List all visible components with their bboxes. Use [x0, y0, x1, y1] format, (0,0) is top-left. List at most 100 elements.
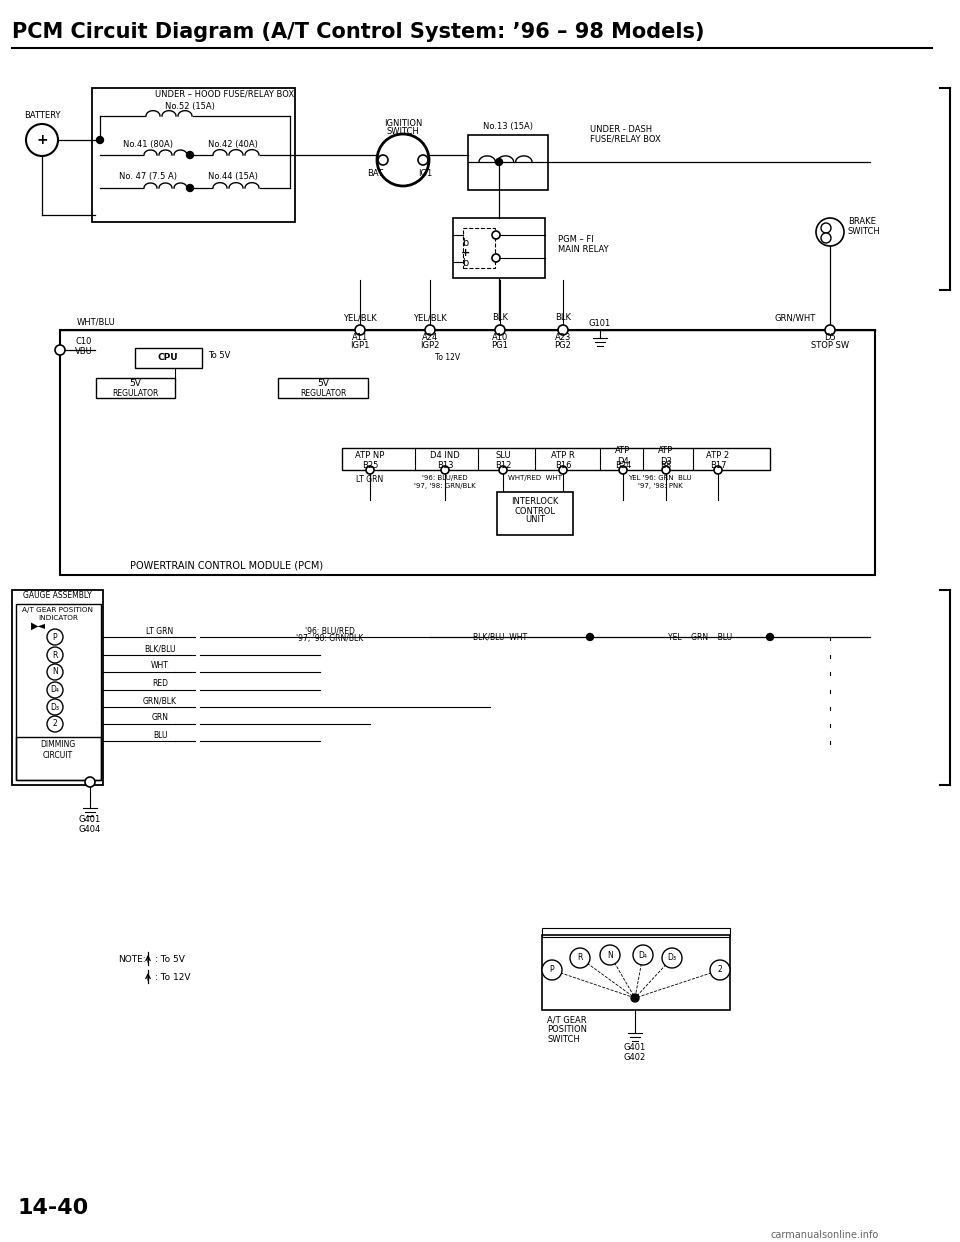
Text: To 12V: To 12V [435, 354, 460, 363]
Circle shape [366, 466, 374, 474]
Text: UNIT: UNIT [525, 515, 545, 524]
Bar [453, 219, 545, 278]
Text: YEL/BLK: YEL/BLK [343, 313, 377, 323]
Text: N: N [607, 950, 612, 960]
Text: IGP2: IGP2 [420, 342, 440, 350]
Circle shape [766, 633, 774, 641]
Bar [60, 330, 875, 575]
Text: BATTERY: BATTERY [24, 112, 60, 120]
Text: '97, '98: GRN/BLK: '97, '98: GRN/BLK [297, 635, 364, 643]
Text: NOTE:: NOTE: [118, 955, 146, 965]
Circle shape [85, 777, 95, 787]
Bar [92, 88, 295, 222]
Text: SWITCH: SWITCH [547, 1036, 580, 1045]
Text: No.41 (80A): No.41 (80A) [123, 140, 173, 149]
Text: 2: 2 [718, 965, 722, 975]
Text: DIMMING
CIRCUIT: DIMMING CIRCUIT [40, 740, 76, 760]
Bar [278, 378, 368, 397]
Text: B17: B17 [709, 462, 727, 471]
Text: +: + [461, 248, 469, 258]
Circle shape [816, 219, 844, 246]
Circle shape [378, 155, 388, 165]
Circle shape [495, 325, 505, 335]
Text: VBU: VBU [75, 348, 93, 356]
Text: BLK: BLK [492, 313, 508, 323]
Bar [16, 737, 101, 780]
Circle shape [619, 466, 627, 474]
Text: ATP
D3: ATP D3 [659, 446, 674, 466]
Circle shape [714, 466, 722, 474]
Text: GRN/WHT: GRN/WHT [775, 313, 816, 323]
Text: G401: G401 [79, 816, 101, 825]
Text: 5V: 5V [317, 380, 329, 389]
Text: SLU: SLU [495, 452, 511, 461]
Text: ATP R: ATP R [551, 452, 575, 461]
Text: IG1: IG1 [418, 169, 432, 179]
Circle shape [47, 664, 63, 681]
Circle shape [492, 231, 500, 238]
Text: No. 47 (7.5 A): No. 47 (7.5 A) [119, 173, 177, 181]
Text: D4 IND: D4 IND [430, 452, 460, 461]
Bar [96, 378, 175, 397]
Text: BRAKE: BRAKE [848, 217, 876, 226]
Text: A10: A10 [492, 334, 508, 343]
Text: +: + [36, 133, 48, 147]
Circle shape [570, 948, 590, 968]
Text: D₃: D₃ [667, 954, 677, 963]
Text: B16: B16 [555, 462, 571, 471]
Circle shape [631, 994, 639, 1002]
Text: D5: D5 [824, 334, 836, 343]
Text: STOP SW: STOP SW [811, 342, 849, 350]
Circle shape [186, 152, 194, 159]
Text: D₃: D₃ [51, 703, 60, 712]
Text: G101: G101 [588, 318, 612, 328]
Text: YEL/BLK: YEL/BLK [413, 313, 446, 323]
Text: b: b [462, 238, 468, 248]
Text: BLK/BLU: BLK/BLU [144, 645, 176, 653]
Bar [542, 928, 730, 936]
Text: SWITCH: SWITCH [848, 227, 880, 236]
Text: : To 12V: : To 12V [155, 974, 190, 982]
Text: INTERLOCK: INTERLOCK [512, 498, 559, 507]
Text: B24: B24 [614, 462, 631, 471]
Circle shape [587, 633, 593, 641]
Circle shape [55, 345, 65, 355]
Circle shape [821, 233, 831, 243]
Text: G404: G404 [79, 826, 101, 835]
Circle shape [662, 948, 682, 968]
Text: YEL    GRN    BLU: YEL GRN BLU [668, 632, 732, 642]
Text: G401: G401 [624, 1043, 646, 1052]
Text: BAT: BAT [367, 169, 383, 179]
Text: CONTROL: CONTROL [515, 507, 556, 515]
Circle shape [47, 715, 63, 732]
Text: CPU: CPU [157, 354, 179, 363]
Text: B8: B8 [660, 462, 672, 471]
Text: P: P [550, 965, 554, 975]
Text: IGNITION: IGNITION [384, 119, 422, 128]
Text: FUSE/RELAY BOX: FUSE/RELAY BOX [590, 134, 660, 144]
Circle shape [710, 960, 730, 980]
Bar [12, 590, 103, 785]
Text: N: N [52, 667, 58, 677]
Text: '96: BLU/RED: '96: BLU/RED [305, 626, 355, 636]
Bar [16, 604, 101, 780]
Circle shape [47, 699, 63, 715]
Circle shape [633, 945, 653, 965]
Text: A24: A24 [421, 334, 438, 343]
Circle shape [26, 124, 58, 156]
Text: A/T GEAR POSITION: A/T GEAR POSITION [22, 607, 93, 614]
Text: No.44 (15A): No.44 (15A) [208, 173, 258, 181]
Circle shape [418, 155, 428, 165]
Circle shape [825, 325, 835, 335]
Text: REGULATOR: REGULATOR [111, 389, 158, 397]
Text: RED: RED [152, 679, 168, 688]
Text: PCM Circuit Diagram (A/T Control System: ’96 – 98 Models): PCM Circuit Diagram (A/T Control System:… [12, 22, 705, 42]
Text: MAIN RELAY: MAIN RELAY [558, 246, 609, 255]
Circle shape [425, 325, 435, 335]
Text: : To 5V: : To 5V [155, 955, 185, 965]
Text: POSITION: POSITION [547, 1026, 587, 1035]
Circle shape [495, 159, 502, 165]
Text: A11: A11 [352, 334, 368, 343]
Text: A23: A23 [555, 334, 571, 343]
Text: ATP 2: ATP 2 [707, 452, 730, 461]
